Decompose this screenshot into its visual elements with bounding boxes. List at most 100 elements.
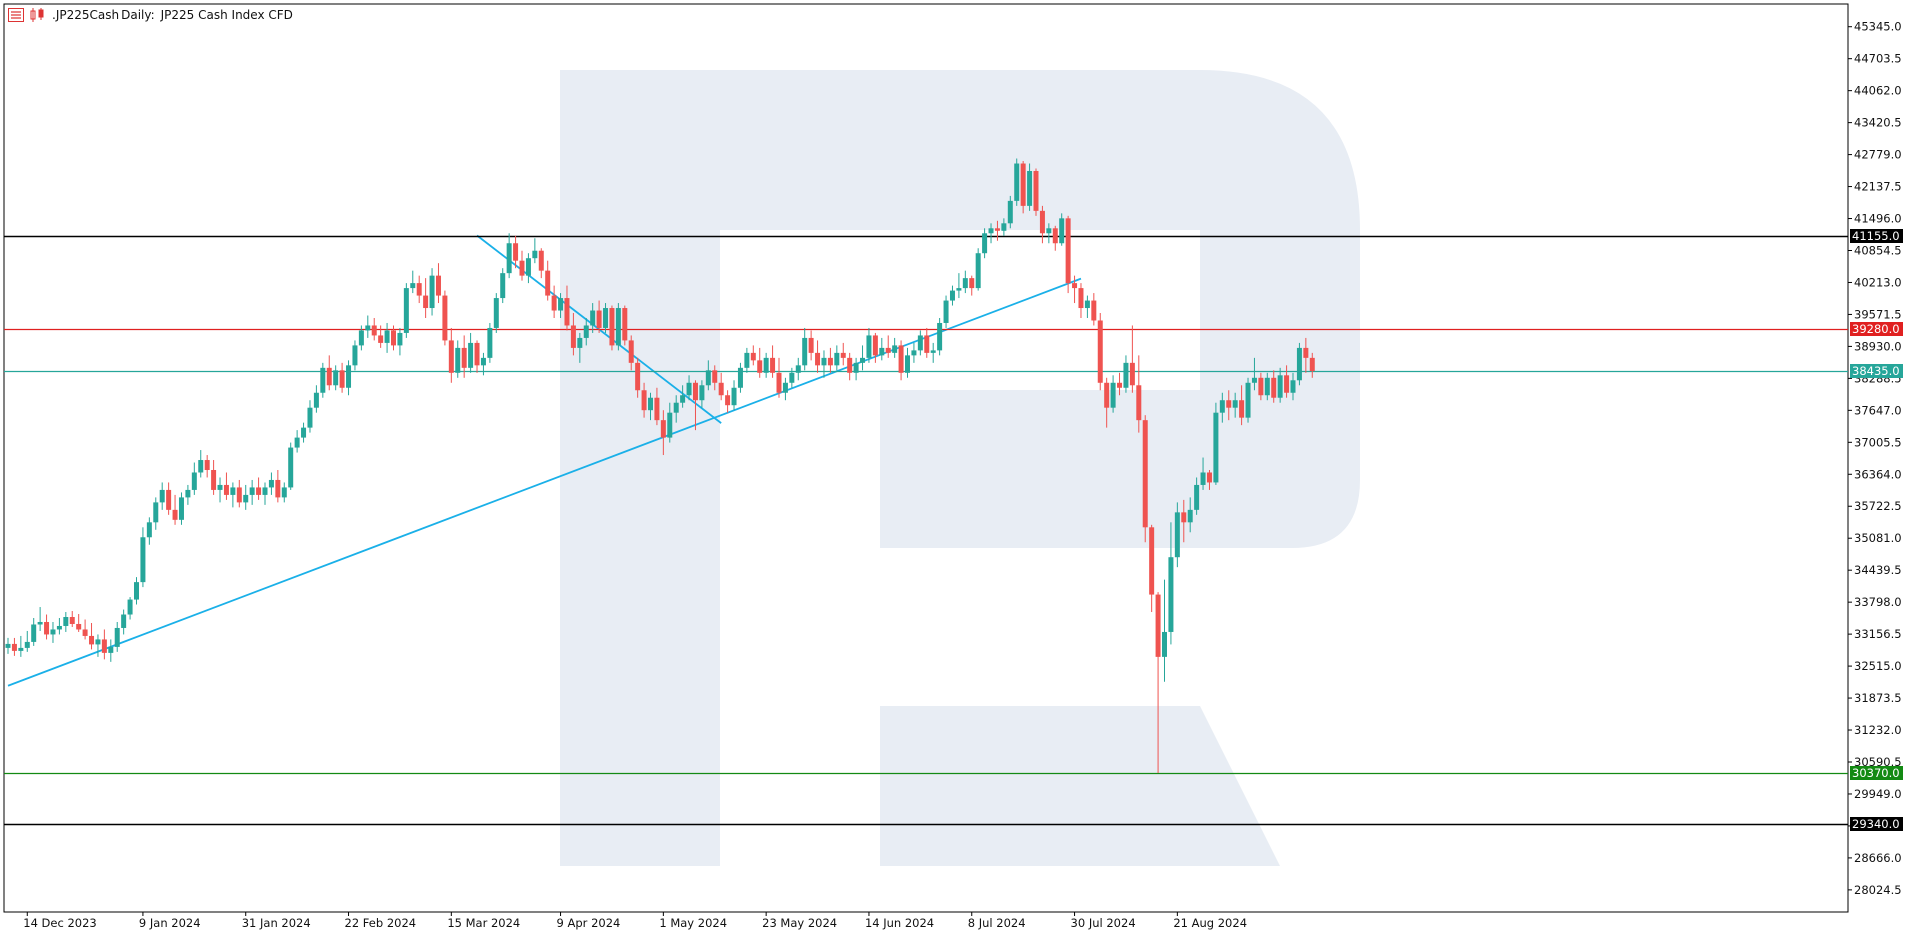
candles-chart-icon[interactable] <box>30 8 46 22</box>
candle[interactable] <box>1033 168 1039 216</box>
candle[interactable] <box>982 228 988 259</box>
candle[interactable] <box>570 313 576 356</box>
candle[interactable] <box>725 390 731 413</box>
candle[interactable] <box>5 637 11 654</box>
candle[interactable] <box>56 618 62 635</box>
candle[interactable] <box>1168 522 1174 645</box>
candle[interactable] <box>159 482 165 510</box>
candle[interactable] <box>185 484 191 505</box>
candle[interactable] <box>1059 213 1065 246</box>
candle[interactable] <box>326 355 332 391</box>
candle[interactable] <box>898 340 904 381</box>
candle[interactable] <box>31 618 37 646</box>
candle[interactable] <box>1142 415 1148 543</box>
candle[interactable] <box>429 268 435 316</box>
candle[interactable] <box>949 285 955 306</box>
candle[interactable] <box>750 345 756 366</box>
candle[interactable] <box>577 332 583 363</box>
candle[interactable] <box>1052 225 1058 251</box>
candle[interactable] <box>468 332 474 373</box>
candle[interactable] <box>840 342 846 366</box>
candle[interactable] <box>1014 158 1020 206</box>
candle[interactable] <box>198 450 204 478</box>
price-axis[interactable]: 45345.0 44703.5 44062.0 43420.5 42779.0 42137… <box>1848 20 1902 897</box>
candle[interactable] <box>757 347 763 378</box>
candle[interactable] <box>802 327 808 371</box>
candle[interactable] <box>712 365 718 391</box>
candle[interactable] <box>352 340 358 371</box>
candle[interactable] <box>1123 355 1129 393</box>
candle[interactable] <box>1020 161 1026 214</box>
candle[interactable] <box>866 327 872 363</box>
candle[interactable] <box>89 622 95 650</box>
candle[interactable] <box>731 380 737 411</box>
candle[interactable] <box>82 619 88 640</box>
candle[interactable] <box>1007 195 1013 229</box>
candle[interactable] <box>718 372 724 401</box>
candle[interactable] <box>69 611 75 627</box>
candle[interactable] <box>917 330 923 356</box>
candle[interactable] <box>513 235 519 269</box>
candle[interactable] <box>673 395 679 423</box>
candle[interactable] <box>872 332 878 363</box>
candle[interactable] <box>532 238 538 264</box>
candle[interactable] <box>1219 392 1225 423</box>
candle[interactable] <box>628 335 634 371</box>
candle[interactable] <box>346 360 352 396</box>
candle[interactable] <box>416 275 422 304</box>
candles[interactable] <box>5 158 1315 773</box>
candle[interactable] <box>146 517 152 545</box>
candle[interactable] <box>140 527 146 588</box>
candle[interactable] <box>1039 205 1045 244</box>
candle[interactable] <box>943 295 949 328</box>
candle[interactable] <box>815 340 821 373</box>
candle[interactable] <box>545 260 551 301</box>
candle[interactable] <box>178 492 184 525</box>
candle[interactable] <box>288 442 294 490</box>
candle[interactable] <box>782 377 788 401</box>
candle[interactable] <box>827 347 833 373</box>
candle[interactable] <box>1296 342 1302 386</box>
candle[interactable] <box>410 270 416 294</box>
candle[interactable] <box>1309 352 1315 378</box>
candle[interactable] <box>44 614 50 640</box>
candle[interactable] <box>834 345 840 371</box>
candle[interactable] <box>281 482 287 503</box>
candle[interactable] <box>1162 579 1167 682</box>
candle[interactable] <box>705 360 711 391</box>
candle[interactable] <box>596 300 602 333</box>
candle[interactable] <box>1303 337 1309 373</box>
candle[interactable] <box>609 305 615 351</box>
candle[interactable] <box>879 337 885 361</box>
candle[interactable] <box>275 469 281 503</box>
candle[interactable] <box>1117 372 1123 396</box>
candle[interactable] <box>204 455 210 478</box>
candle[interactable] <box>1187 497 1193 533</box>
candle[interactable] <box>262 482 268 505</box>
candle[interactable] <box>384 322 390 353</box>
candle[interactable] <box>172 494 178 525</box>
candle[interactable] <box>1271 370 1277 403</box>
candle[interactable] <box>127 597 133 620</box>
candle[interactable] <box>519 250 525 281</box>
candle[interactable] <box>622 305 628 346</box>
candle[interactable] <box>1264 372 1270 401</box>
candle[interactable] <box>1078 283 1084 318</box>
candle[interactable] <box>230 482 236 508</box>
candle[interactable] <box>37 607 43 631</box>
candle[interactable] <box>789 367 795 388</box>
candle[interactable] <box>1181 499 1187 543</box>
candle[interactable] <box>442 290 448 346</box>
candle[interactable] <box>313 385 319 413</box>
candle[interactable] <box>1200 457 1206 490</box>
candle[interactable] <box>63 612 69 632</box>
candle[interactable] <box>256 477 262 500</box>
candle[interactable] <box>770 345 776 378</box>
candle[interactable] <box>1174 502 1180 568</box>
candle[interactable] <box>1110 375 1116 413</box>
candle[interactable] <box>937 317 943 356</box>
candle[interactable] <box>1194 477 1200 515</box>
candle[interactable] <box>905 347 910 378</box>
candle[interactable] <box>50 621 56 643</box>
